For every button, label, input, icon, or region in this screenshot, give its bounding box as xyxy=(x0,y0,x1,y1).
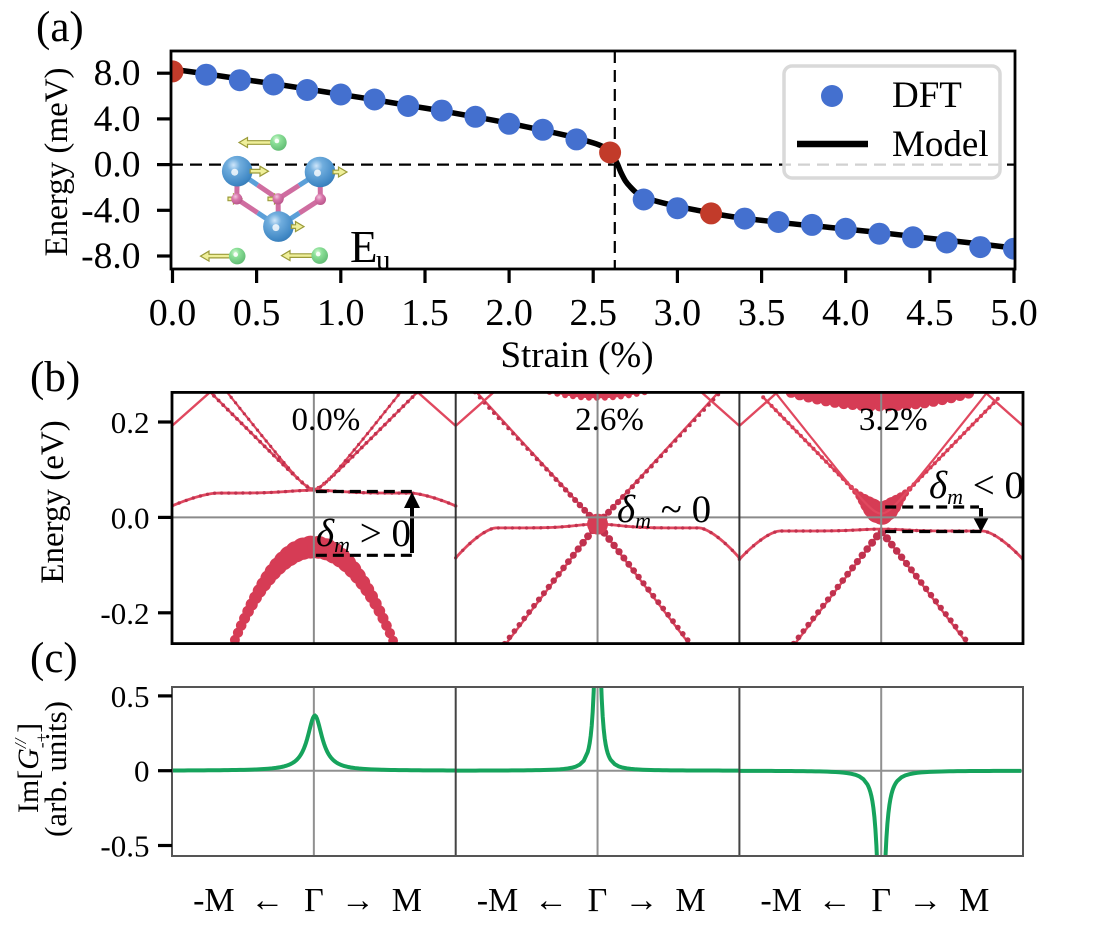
svg-text:3.0: 3.0 xyxy=(654,292,702,334)
svg-text:(b): (b) xyxy=(30,354,80,401)
svg-text:M: M xyxy=(392,882,422,919)
svg-text:δm > 0: δm > 0 xyxy=(316,512,411,557)
svg-text:DFT: DFT xyxy=(892,75,962,116)
svg-text:→: → xyxy=(341,882,375,919)
svg-text:0.0%: 0.0% xyxy=(291,402,360,438)
svg-text:(a): (a) xyxy=(36,4,84,51)
svg-text:8.0: 8.0 xyxy=(94,53,141,94)
svg-text:1.0: 1.0 xyxy=(317,292,365,334)
svg-text:δm < 0: δm < 0 xyxy=(929,464,1024,509)
svg-text:0.0: 0.0 xyxy=(111,500,150,535)
svg-text:→: → xyxy=(625,882,659,919)
svg-text:←: ← xyxy=(534,882,568,919)
svg-text:-M: -M xyxy=(760,882,802,919)
svg-text:Energy (eV): Energy (eV) xyxy=(35,420,71,583)
svg-text:E: E xyxy=(350,222,378,272)
svg-text:1.5: 1.5 xyxy=(401,292,449,334)
svg-text:M: M xyxy=(675,882,705,919)
svg-text:3.5: 3.5 xyxy=(738,292,786,334)
svg-text:-M: -M xyxy=(477,882,519,919)
svg-text:(c): (c) xyxy=(30,635,78,682)
svg-text:←: ← xyxy=(818,882,852,919)
svg-text:3.2%: 3.2% xyxy=(859,402,928,438)
svg-text:2.6%: 2.6% xyxy=(575,402,644,438)
svg-text:Γ: Γ xyxy=(871,882,891,919)
svg-text:Γ: Γ xyxy=(304,882,324,919)
svg-text:0.2: 0.2 xyxy=(111,405,150,440)
svg-text:←: ← xyxy=(250,882,284,919)
svg-text:2.5: 2.5 xyxy=(569,292,617,334)
svg-text:4.0: 4.0 xyxy=(94,99,141,140)
svg-text:-M: -M xyxy=(193,882,235,919)
svg-text:u: u xyxy=(376,244,391,276)
svg-text:Im[G//-+]: Im[G//-+] xyxy=(11,723,51,813)
svg-text:M: M xyxy=(959,882,989,919)
svg-text:0: 0 xyxy=(134,754,150,789)
svg-text:-0.5: -0.5 xyxy=(100,829,149,864)
svg-text:Strain (%): Strain (%) xyxy=(500,335,653,376)
svg-text:Γ: Γ xyxy=(588,882,608,919)
svg-text:Model: Model xyxy=(892,124,989,165)
svg-text:(arb. units): (arb. units) xyxy=(38,701,73,837)
svg-text:→: → xyxy=(908,882,942,919)
svg-text:2.0: 2.0 xyxy=(485,292,533,334)
svg-text:0.5: 0.5 xyxy=(233,292,281,334)
svg-text:4.0: 4.0 xyxy=(822,292,870,334)
svg-text:0.0: 0.0 xyxy=(149,292,197,334)
svg-text:5.0: 5.0 xyxy=(990,292,1038,334)
svg-text:4.5: 4.5 xyxy=(906,292,954,334)
svg-text:-0.2: -0.2 xyxy=(100,596,149,631)
svg-text:-4.0: -4.0 xyxy=(81,190,140,231)
svg-text:0.5: 0.5 xyxy=(111,679,150,714)
svg-text:Energy (meV): Energy (meV) xyxy=(39,67,75,256)
svg-text:0.0: 0.0 xyxy=(94,145,141,186)
svg-text:δm ~ 0: δm ~ 0 xyxy=(617,488,711,533)
svg-text:-8.0: -8.0 xyxy=(81,236,140,277)
